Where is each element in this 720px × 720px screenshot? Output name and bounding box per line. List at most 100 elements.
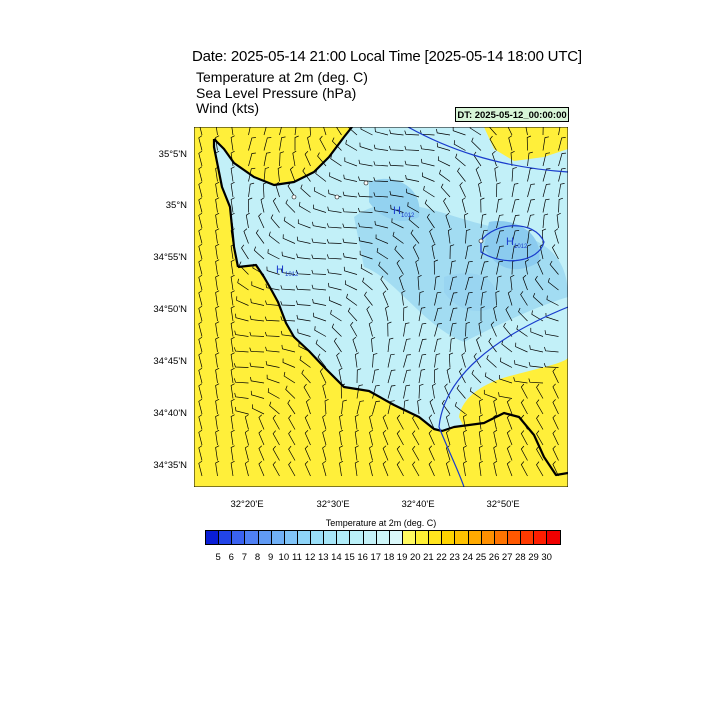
wind-barb [295,285,311,291]
wind-barb [387,337,394,353]
wind-barb [359,142,373,151]
wind-barb [215,352,220,368]
colorbar-label: 5 [215,552,221,563]
wind-barb [230,414,235,430]
wind-barb [536,383,544,399]
wind-barb [527,183,535,198]
wind-barb [444,383,451,399]
wind-barb [476,336,482,353]
wind-barb [338,367,343,384]
wind-barb [253,246,265,260]
wind-barb [525,259,529,275]
wind-barb [526,135,532,151]
wind-barb [412,244,420,260]
wind-barb [331,323,342,337]
wind-barb [341,399,347,415]
wind-barb [511,230,520,244]
colorbar-swatch [297,531,311,544]
colorbar-label: 22 [436,552,447,563]
wind-barb [326,254,342,260]
wind-barb [267,249,280,260]
wind-barb [360,264,373,275]
wind-barb [448,352,454,368]
wind-barb [542,127,544,136]
wind-barb [493,305,498,322]
wind-barb [288,414,296,430]
wind-barb [426,213,435,229]
wind-barb [483,389,497,399]
wind-barb [230,383,235,399]
wind-barb [374,127,389,136]
wind-barb [249,362,265,368]
wind-barb [558,183,565,198]
wind-barb [434,323,442,337]
wind-barb [311,284,327,291]
wind-barb [478,321,483,337]
colorbar-swatch [455,531,469,544]
wind-barb [352,336,358,353]
wind-barb [198,274,203,291]
pressure-high-value: 1012 [401,213,415,219]
wind-barb [287,399,296,415]
wind-barb [198,414,203,430]
wind-barb [520,291,528,306]
wind-barb [542,183,551,198]
wind-barb [449,337,456,353]
wind-barb [248,152,256,167]
wind-barb [198,135,203,151]
wind-barb [230,305,235,322]
wind-barb [471,137,482,151]
wind-barb [445,212,451,229]
wind-barb [480,213,487,229]
wind-barb [295,269,311,275]
wind-barb [458,368,466,384]
wind-barb [539,243,544,260]
wind-barb [288,445,296,461]
wind-barb [389,129,404,136]
wind-barb [387,321,392,337]
wind-barb [382,445,389,461]
wind-barb [440,183,451,198]
wind-barb [270,214,280,229]
wind-barb [373,144,389,151]
pressure-high-value: 1012 [514,244,528,250]
wind-barb [431,243,436,260]
wind-barb [544,330,559,337]
wind-barb [376,247,389,260]
wind-barb [480,245,489,260]
wind-barb [465,245,472,260]
wind-barb [527,244,532,259]
wind-barb [542,168,551,182]
wind-barb [354,414,359,430]
wind-barb [382,429,389,446]
lat-tick-label: 34°55'N [153,252,187,263]
wind-barb [281,251,296,260]
wind-barb [449,307,458,322]
wind-barb [198,259,203,275]
wind-barb [465,229,471,244]
wind-barb [328,282,342,291]
wind-barb [198,336,203,353]
wind-barb [510,274,515,291]
wind-barb [382,414,389,430]
wind-barb [279,136,286,151]
wind-barb [434,307,442,322]
wind-barb [558,137,566,151]
wind-barb [428,445,435,461]
colorbar-swatch [350,531,364,544]
wind-barb [311,269,327,275]
lon-tick-label: 32°40'E [401,499,435,510]
colorbar-swatch [271,531,285,544]
wind-barb [469,387,482,399]
wind-barb [280,285,296,291]
wind-barb [322,445,327,461]
wind-barb [514,360,528,368]
wind-barb [309,127,311,136]
wind-barb [304,430,311,446]
wind-barb [350,321,358,337]
wind-barb [536,461,544,477]
wind-barb [345,139,358,151]
wind-barb [484,372,497,384]
wind-barb [230,321,235,337]
wind-barb [233,347,249,353]
